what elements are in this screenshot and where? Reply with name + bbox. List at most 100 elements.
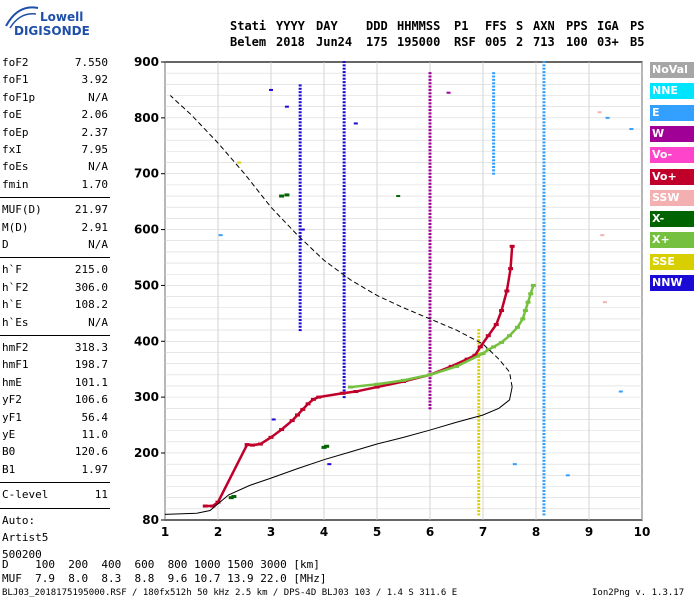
interference-echo [428, 279, 432, 282]
interference-echo [428, 266, 432, 269]
interference-echo [428, 363, 432, 366]
interference-echo [428, 233, 432, 236]
interference-echo [342, 295, 346, 298]
scattered-echo [512, 463, 517, 466]
lowell-digisonde-logo: Lowell DIGISONDE [0, 0, 120, 46]
param-key: MUF(D) [2, 203, 42, 217]
header-value-8: 713 [533, 35, 555, 49]
x-tick-label: 10 [634, 525, 651, 539]
param-value: 120.6 [74, 445, 108, 459]
interference-echo [542, 443, 546, 446]
interference-echo [428, 172, 432, 175]
interference-echo [298, 238, 302, 241]
interference-echo [428, 98, 432, 101]
param-value: 1.97 [81, 462, 109, 476]
interference-echo [542, 436, 546, 439]
interference-echo [342, 71, 346, 74]
interference-echo [298, 101, 302, 104]
interference-echo [542, 335, 546, 338]
interference-echo [477, 432, 481, 435]
interference-echo [542, 211, 546, 214]
interference-echo [342, 134, 346, 137]
interference-echo [542, 312, 546, 315]
muf-frequency-row: MUF 7.9 8.0 8.3 8.8 9.6 10.7 13.9 22.0 [… [2, 572, 327, 585]
interference-echo [492, 152, 496, 155]
scattered-echo [237, 161, 242, 164]
interference-echo [298, 235, 302, 238]
interference-echo [542, 198, 546, 201]
legend-item-w: W [650, 125, 694, 142]
interference-echo [542, 285, 546, 288]
interference-echo [542, 386, 546, 389]
interference-echo [542, 255, 546, 258]
interference-echo [542, 215, 546, 218]
interference-echo [542, 84, 546, 87]
interference-echo [477, 359, 481, 362]
interference-echo [298, 97, 302, 100]
interference-echo [342, 292, 346, 295]
header-value-0: Belem [230, 35, 267, 49]
interference-echo [542, 305, 546, 308]
header-label-4: HHMMSS [397, 19, 441, 33]
interference-echo [428, 199, 432, 202]
interference-echo [342, 128, 346, 131]
interference-echo [542, 111, 546, 114]
x-tick-label: 4 [320, 525, 328, 539]
interference-echo [298, 295, 302, 298]
param-key: fmin [2, 177, 29, 191]
param-key: h`E [2, 298, 22, 312]
interference-echo [492, 105, 496, 108]
interference-echo [428, 105, 432, 108]
interference-echo [342, 164, 346, 167]
interference-echo [542, 117, 546, 120]
interference-echo [342, 339, 346, 342]
interference-echo [492, 75, 496, 78]
interference-echo [428, 283, 432, 286]
interference-echo [298, 94, 302, 97]
interference-echo [428, 202, 432, 205]
interference-echo [428, 296, 432, 299]
interference-echo [342, 396, 346, 399]
interference-echo [428, 343, 432, 346]
interference-echo [298, 312, 302, 315]
interference-echo [428, 85, 432, 88]
interference-echo [342, 372, 346, 375]
interference-echo [342, 352, 346, 355]
interference-echo [298, 252, 302, 255]
interference-echo [298, 171, 302, 174]
interference-echo [477, 493, 481, 496]
interference-echo [492, 109, 496, 112]
interference-echo [542, 362, 546, 365]
interference-echo [542, 231, 546, 234]
interference-echo [542, 449, 546, 452]
interference-echo [428, 135, 432, 138]
interference-echo [342, 342, 346, 345]
interference-echo [298, 144, 302, 147]
header-label-9: PPS [566, 19, 588, 33]
interference-echo [542, 205, 546, 208]
interference-echo [298, 262, 302, 265]
interference-echo [298, 121, 302, 124]
logo-line1: Lowell [40, 10, 84, 24]
interference-echo [428, 155, 432, 158]
param-key: yE [2, 428, 16, 441]
param-row-yf2: yF2 106.6 [2, 393, 108, 407]
interference-echo [342, 81, 346, 84]
y-tick-label: 80 [142, 513, 159, 527]
interference-echo [542, 235, 546, 238]
interference-echo [477, 379, 481, 382]
interference-echo [428, 166, 432, 169]
interference-echo [542, 138, 546, 141]
interference-echo [542, 164, 546, 167]
interference-echo [298, 325, 302, 328]
interference-echo [428, 152, 432, 155]
interference-echo [492, 82, 496, 85]
interference-echo [298, 84, 302, 87]
legend-item-ssw: SSW [650, 189, 694, 206]
interference-echo [542, 412, 546, 415]
interference-echo [428, 176, 432, 179]
scattered-echo [446, 91, 451, 94]
interference-echo [477, 332, 481, 335]
trace-point-esf1 [284, 193, 290, 197]
y-tick-label: 300 [134, 390, 159, 404]
